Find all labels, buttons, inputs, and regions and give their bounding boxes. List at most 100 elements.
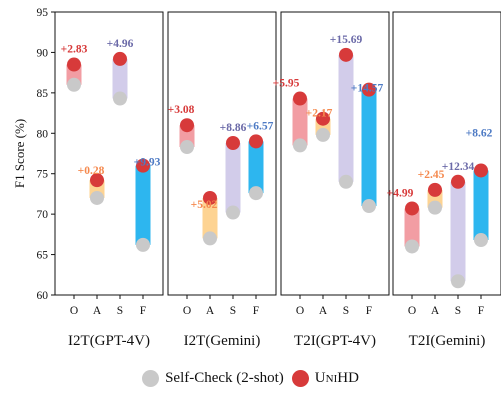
f1-score-chart: F1 Score (%) 60 65 70 75 80 85 90 95 +2.83 O +0.28 A… xyxy=(12,7,501,349)
x-tick-label: A xyxy=(93,305,102,317)
panel-title: T2I(GPT-4V) xyxy=(294,333,376,349)
y-tick-label: 95 xyxy=(37,7,49,19)
y-tick-label: 80 xyxy=(37,128,49,140)
range-bar xyxy=(473,170,489,241)
range-bar xyxy=(404,208,420,247)
improvement-label: +6.57 xyxy=(247,120,274,132)
y-tick-label: 65 xyxy=(37,250,49,262)
unihd-point xyxy=(226,135,240,150)
panel-title: I2T(GPT-4V) xyxy=(68,333,150,349)
improvement-label: +4.99 xyxy=(387,187,414,199)
x-tick-label: F xyxy=(253,305,259,317)
legend-item-unihd: UniHD xyxy=(291,369,359,387)
range-bar xyxy=(450,181,466,282)
unihd-point xyxy=(90,173,104,188)
improvement-label: +5.95 xyxy=(273,78,300,90)
improvement-label: +3.08 xyxy=(168,104,195,116)
legend: Self-Check (2-shot) UniHD xyxy=(0,366,501,390)
x-tick-label: S xyxy=(343,305,349,317)
panel-frame xyxy=(167,11,277,296)
unihd-point xyxy=(67,57,81,72)
y-tick-label: 85 xyxy=(37,88,49,100)
x-tick-label: F xyxy=(366,305,372,317)
range-bar xyxy=(112,58,128,99)
improvement-label: +14.57 xyxy=(351,83,384,95)
range-bar xyxy=(202,197,218,239)
legend-label-unihd-initial: U xyxy=(314,369,326,386)
self-check-point xyxy=(339,174,353,189)
self-check-point xyxy=(249,186,263,201)
x-tick-label: S xyxy=(117,305,123,317)
panel-frame xyxy=(280,11,390,296)
y-tick-label: 90 xyxy=(37,47,49,59)
self-check-point xyxy=(67,77,81,92)
legend-label-self-check: Self-Check (2-shot) xyxy=(165,369,284,386)
legend-marker-self-check xyxy=(142,369,160,387)
unihd-point xyxy=(339,47,353,62)
panel-title: T2I(Gemini) xyxy=(409,333,486,349)
x-tick-label: O xyxy=(296,305,304,317)
x-tick-label: A xyxy=(206,305,215,317)
self-check-point xyxy=(136,237,150,252)
improvement-label: +0.28 xyxy=(78,165,105,177)
unihd-point xyxy=(249,134,263,149)
range-bar xyxy=(135,165,151,245)
improvement-label: +9.93 xyxy=(134,157,161,169)
unihd-point xyxy=(316,111,330,126)
self-check-point xyxy=(226,205,240,220)
self-check-point xyxy=(451,274,465,289)
legend-item-self-check: Self-Check (2-shot) xyxy=(142,369,284,387)
unihd-point xyxy=(474,163,488,178)
improvement-label: +15.69 xyxy=(330,34,363,46)
y-axis-label: F1 Score (%) xyxy=(12,119,27,188)
range-bar xyxy=(248,141,264,194)
self-check-point xyxy=(316,127,330,142)
legend-label-unihd: UniHD xyxy=(315,370,359,387)
panel-frame xyxy=(54,11,164,296)
self-check-point xyxy=(113,91,127,106)
x-tick-label: S xyxy=(230,305,236,317)
unihd-point xyxy=(362,82,376,97)
self-check-point xyxy=(405,239,419,254)
unihd-point xyxy=(293,91,307,106)
x-tick-label: A xyxy=(431,305,440,317)
panel-frame xyxy=(392,11,501,296)
x-tick-label: O xyxy=(183,305,191,317)
x-tick-label: O xyxy=(70,305,78,317)
x-tick-label: A xyxy=(319,305,328,317)
range-bar xyxy=(361,89,377,207)
unihd-point xyxy=(405,201,419,216)
improvement-label: +4.96 xyxy=(107,38,134,50)
range-bar xyxy=(292,98,308,146)
improvement-label: +2.83 xyxy=(61,44,88,56)
unihd-point xyxy=(180,118,194,133)
self-check-point xyxy=(474,233,488,248)
legend-label-unihd-rest: niHD xyxy=(325,369,359,386)
legend-marker-unihd xyxy=(291,369,309,387)
x-tick-label: S xyxy=(455,305,461,317)
y-tick-label: 60 xyxy=(37,290,49,302)
improvement-label: +8.86 xyxy=(220,122,247,134)
improvement-label: +12.34 xyxy=(442,161,475,173)
self-check-point xyxy=(90,190,104,205)
x-tick-label: F xyxy=(478,305,484,317)
range-bar xyxy=(338,54,354,182)
unihd-point xyxy=(428,182,442,197)
unihd-point xyxy=(203,190,217,205)
self-check-point xyxy=(180,140,194,155)
improvement-label: +2.17 xyxy=(306,108,333,120)
panel-title: I2T(Gemini) xyxy=(184,333,261,349)
self-check-point xyxy=(362,199,376,214)
self-check-point xyxy=(293,138,307,153)
y-tick-label: 70 xyxy=(37,209,49,221)
x-tick-label: O xyxy=(408,305,416,317)
unihd-point xyxy=(451,174,465,189)
unihd-point xyxy=(136,158,150,173)
unihd-point xyxy=(113,51,127,66)
x-tick-label: F xyxy=(140,305,146,317)
y-tick-label: 75 xyxy=(37,169,49,181)
range-bar xyxy=(225,142,241,213)
improvement-label: +5.02 xyxy=(191,199,218,211)
improvement-label: +8.62 xyxy=(466,127,493,139)
improvement-label: +2.45 xyxy=(418,169,445,181)
